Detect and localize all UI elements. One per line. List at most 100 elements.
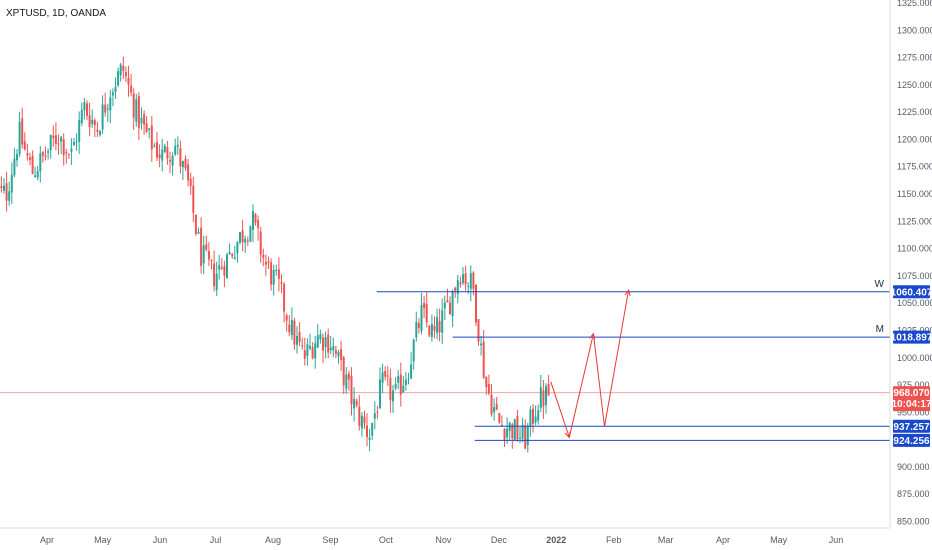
candle-body	[122, 65, 125, 71]
candle-body	[88, 115, 91, 127]
candle-body	[394, 383, 397, 389]
time-tick-label: Mar	[658, 535, 674, 545]
price-tick-label: 1125.000	[897, 216, 932, 226]
price-tick-label: 1225.000	[897, 107, 932, 117]
candle-body	[487, 384, 490, 394]
candle-body	[314, 343, 317, 359]
candle-body	[322, 337, 324, 351]
candle-body	[233, 257, 236, 259]
candle-body	[360, 415, 363, 429]
time-tick-label: Apr	[40, 535, 54, 545]
candle-body	[130, 85, 133, 93]
candle-body	[389, 377, 392, 401]
candle-body	[114, 87, 117, 93]
candle-body	[47, 151, 50, 153]
candle-body	[498, 413, 501, 423]
candle-body	[109, 97, 112, 111]
candle-body	[353, 398, 356, 409]
projection-segment	[550, 381, 570, 438]
candle-body	[451, 291, 454, 317]
time-tick-label: Sep	[322, 535, 338, 545]
candle-body	[106, 108, 109, 110]
candle-body	[545, 386, 547, 406]
level-price-badge	[893, 419, 930, 433]
candle-body	[158, 154, 161, 158]
candle-body	[127, 77, 130, 85]
candle-body	[231, 254, 234, 257]
candle-body	[529, 409, 532, 427]
candle-body	[0, 186, 3, 189]
candle-body	[36, 171, 39, 178]
candle-body	[350, 376, 353, 405]
candle-body	[407, 378, 410, 380]
candle-body	[23, 141, 26, 150]
candle-body	[446, 300, 449, 303]
candle-body	[205, 244, 208, 250]
candle-body	[376, 411, 379, 413]
candle-body	[355, 400, 358, 406]
level-price-badge-text: 924.256	[893, 436, 930, 447]
last-price-badge	[893, 386, 930, 412]
time-tick-label: Jul	[210, 535, 222, 545]
candle-body	[3, 185, 5, 191]
candle-body	[467, 286, 470, 287]
candle-body	[202, 245, 205, 264]
time-tick-label: Jun	[153, 535, 168, 545]
candle-body	[358, 406, 361, 426]
price-tick-label: 950.000	[897, 407, 930, 417]
price-tick-label: 900.000	[897, 462, 930, 472]
last-price-badge-text: 968.070	[893, 388, 930, 399]
candle-body	[379, 379, 381, 409]
candle-body	[495, 403, 498, 410]
projection-segment	[568, 333, 594, 438]
candle-body	[10, 174, 13, 193]
candle-body	[316, 335, 319, 348]
candle-body	[420, 305, 423, 332]
candle-body	[140, 117, 143, 124]
candle-body	[264, 261, 267, 265]
candle-body	[319, 334, 322, 340]
candle-body	[275, 269, 278, 271]
candle-body	[262, 254, 265, 258]
candle-body	[366, 425, 368, 437]
candle-body	[332, 346, 335, 351]
candle-body	[57, 143, 60, 145]
candle-body	[34, 175, 37, 178]
candle-body	[513, 419, 516, 441]
candle-body	[417, 322, 420, 328]
candle-body	[226, 254, 228, 278]
candle-body	[267, 261, 270, 263]
candle-body	[329, 347, 332, 350]
candle-body	[246, 240, 249, 242]
candle-body	[412, 339, 415, 362]
candle-body	[285, 315, 288, 321]
time-axis[interactable]: Apr May Jun Jul Aug Sep Oct Nov Dec 2022 Feb Mar Apr…	[40, 535, 843, 545]
candle-body	[327, 334, 330, 353]
level-price-badge	[893, 433, 930, 447]
candle-body	[101, 104, 104, 130]
candle-body	[296, 336, 298, 345]
time-tick-label: Feb	[606, 535, 622, 545]
candle-body	[223, 266, 226, 276]
candle-body	[117, 71, 120, 86]
arrowhead	[624, 288, 631, 297]
candle-body	[482, 341, 485, 378]
candle-body	[257, 220, 260, 229]
candle-body	[249, 226, 252, 242]
price-tick-label: 850.000	[897, 517, 930, 527]
time-tick-label: May	[94, 535, 112, 545]
candle-body	[44, 155, 47, 157]
candle-body	[171, 155, 174, 166]
candle-body	[506, 428, 509, 438]
candle-body	[433, 325, 436, 331]
candle-body	[423, 303, 426, 309]
levels-layer: WM	[376, 279, 890, 441]
time-tick-label: Oct	[379, 535, 394, 545]
candle-body	[26, 152, 29, 156]
price-axis[interactable]: 850.000875.000900.000925.000950.000975.0…	[897, 0, 932, 527]
candle-body	[166, 147, 169, 159]
candle-body	[124, 72, 127, 77]
candle-body	[96, 129, 99, 132]
candle-body	[192, 185, 195, 213]
